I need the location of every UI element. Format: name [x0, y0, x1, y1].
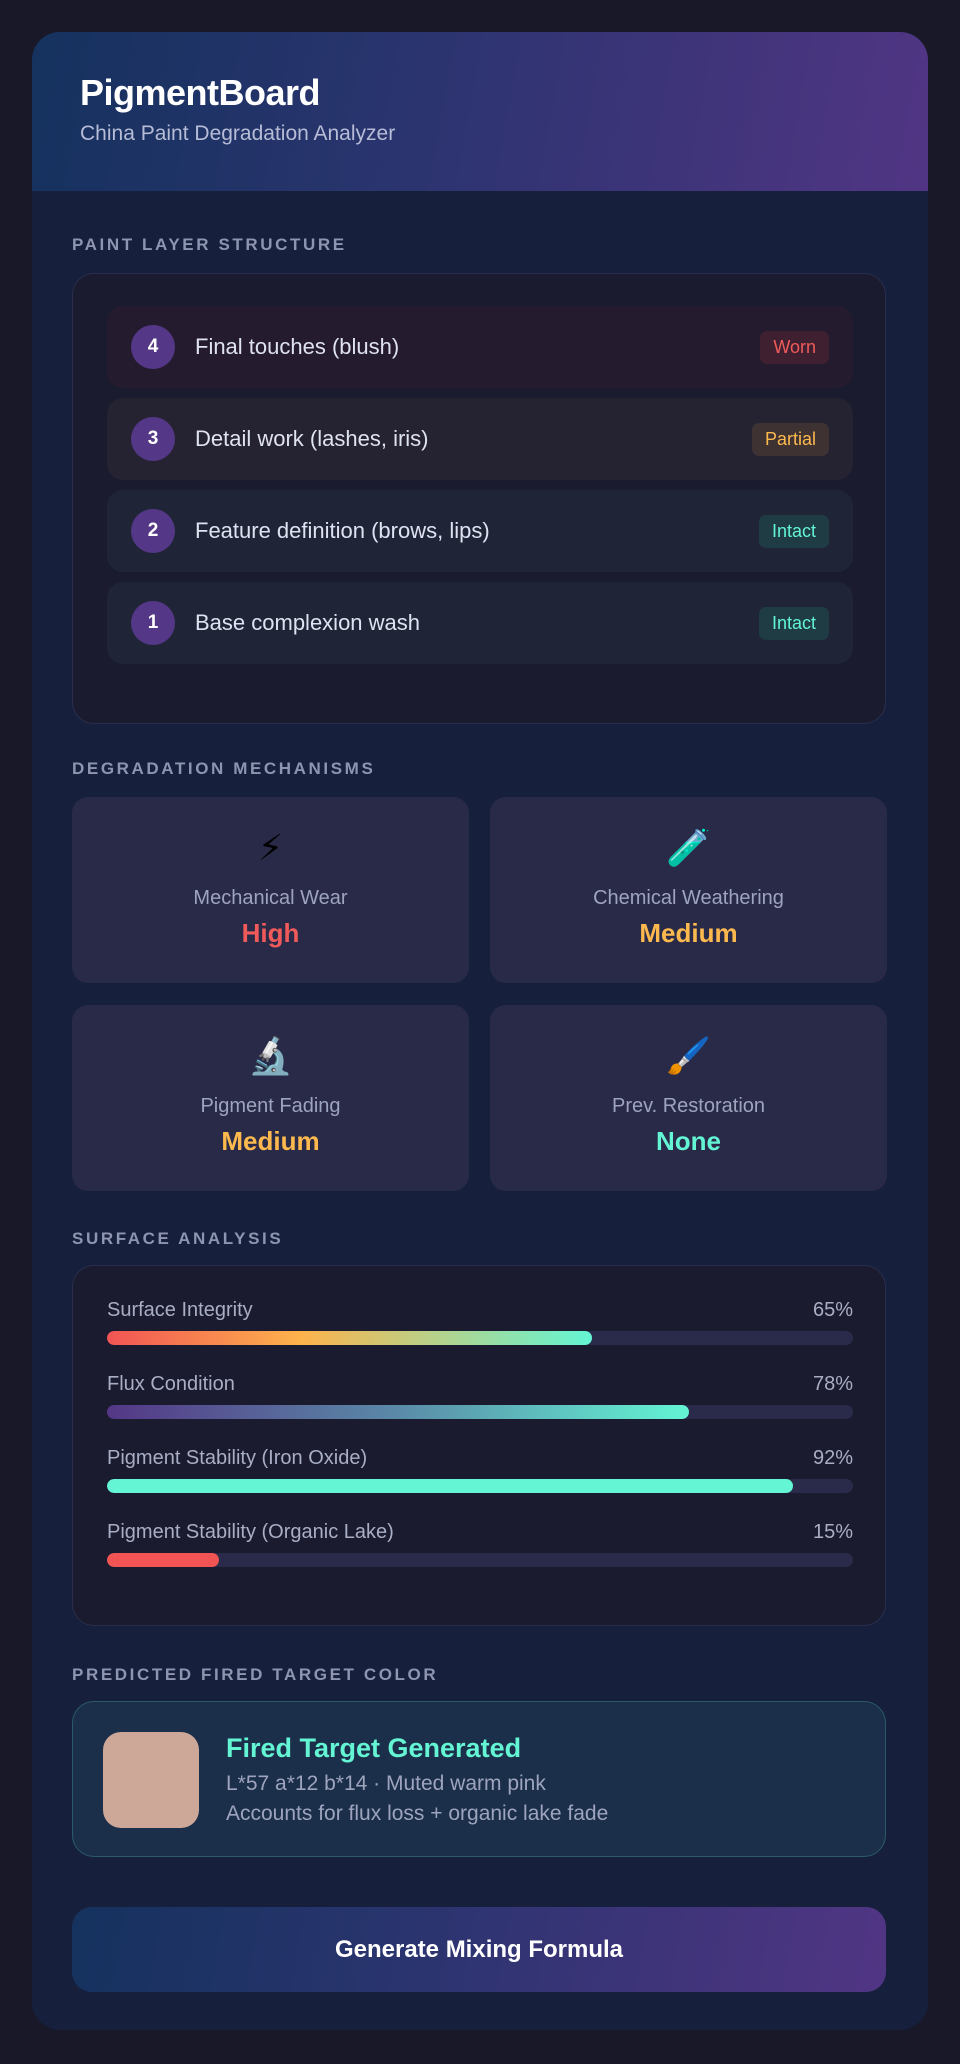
section-label-mechanisms: DEGRADATION MECHANISMS: [72, 759, 376, 778]
mechanism-severity: Medium: [221, 1126, 320, 1156]
mechanism-card: ⚡ Mechanical Wear High: [72, 797, 469, 983]
layer-label: Base complexion wash: [195, 610, 421, 635]
metric-label: Flux Condition: [107, 1373, 235, 1395]
progress-fill: [107, 1479, 794, 1493]
metric-value: 65%: [812, 1299, 853, 1321]
generate-mixing-formula-button[interactable]: Generate Mixing Formula: [72, 1907, 886, 1992]
mechanism-severity: High: [241, 918, 300, 948]
progress-track: [107, 1405, 853, 1419]
progress-fill: [107, 1405, 689, 1419]
status-badge: Intact: [758, 514, 829, 548]
layer-number: 2: [131, 509, 175, 553]
app-subtitle: China Paint Degradation Analyzer: [80, 122, 396, 145]
mechanism-card: 🧪 Chemical Weathering Medium: [490, 797, 887, 983]
metric-label: Surface Integrity: [107, 1299, 253, 1321]
layer-label: Detail work (lashes, iris): [195, 426, 429, 451]
layer-row: 3 Detail work (lashes, iris) Partial: [107, 398, 853, 480]
mechanism-label: Mechanical Wear: [193, 887, 348, 909]
mechanism-label: Pigment Fading: [200, 1095, 341, 1117]
layer-number: 3: [131, 417, 175, 461]
paintbrush-icon: 🖌️: [666, 1035, 711, 1076]
mechanism-card: 🖌️ Prev. Restoration None: [490, 1005, 887, 1191]
mechanism-severity: None: [656, 1126, 721, 1156]
layer-structure-panel: 4 Final touches (blush) Worn 3 Detail wo…: [72, 273, 886, 724]
target-color-panel: Fired Target Generated L*57 a*12 b*14 · …: [72, 1701, 886, 1857]
layer-row: 1 Base complexion wash Intact: [107, 582, 853, 664]
section-label-layers: PAINT LAYER STRUCTURE: [72, 235, 347, 254]
status-badge: Worn: [760, 330, 829, 364]
metric-value: 92%: [812, 1447, 853, 1469]
lightning-icon: ⚡: [257, 827, 284, 868]
progress-fill: [107, 1331, 592, 1345]
layer-label: Final touches (blush): [195, 334, 400, 359]
metric-bar: Pigment Stability (Organic Lake) 15%: [107, 1521, 853, 1567]
target-note: Accounts for flux loss + organic lake fa…: [226, 1802, 609, 1825]
layer-number: 4: [131, 325, 175, 369]
layer-row: 2 Feature definition (brows, lips) Intac…: [107, 490, 853, 572]
mechanism-card: 🔬 Pigment Fading Medium: [72, 1005, 469, 1191]
metric-bar: Pigment Stability (Iron Oxide) 92%: [107, 1447, 853, 1493]
app-title: PigmentBoard: [80, 72, 321, 113]
metric-label: Pigment Stability (Iron Oxide): [107, 1447, 368, 1469]
progress-fill: [107, 1553, 219, 1567]
progress-track: [107, 1331, 853, 1345]
test-tube-icon: 🧪: [666, 827, 711, 868]
target-lab-values: L*57 a*12 b*14 · Muted warm pink: [226, 1772, 546, 1795]
layer-row: 4 Final touches (blush) Worn: [107, 306, 853, 388]
section-label-target: PREDICTED FIRED TARGET COLOR: [72, 1665, 439, 1684]
metric-bar: Flux Condition 78%: [107, 1373, 853, 1419]
surface-analysis-panel: Surface Integrity 65% Flux Condition 78% P…: [72, 1265, 886, 1626]
layer-label: Feature definition (brows, lips): [195, 518, 490, 543]
app-card: PigmentBoard China Paint Degradation Ana…: [32, 32, 928, 2030]
layer-number: 1: [131, 601, 175, 645]
metric-value: 15%: [812, 1521, 853, 1543]
progress-track: [107, 1553, 853, 1567]
progress-track: [107, 1479, 853, 1493]
status-badge: Partial: [751, 422, 829, 456]
section-label-surface: SURFACE ANALYSIS: [72, 1229, 284, 1248]
metric-bar: Surface Integrity 65%: [107, 1299, 853, 1345]
metric-value: 78%: [812, 1373, 853, 1395]
metric-label: Pigment Stability (Organic Lake): [107, 1521, 394, 1543]
target-title: Fired Target Generated: [226, 1733, 522, 1763]
status-badge: Intact: [758, 606, 829, 640]
header: PigmentBoard China Paint Degradation Ana…: [32, 32, 928, 191]
mechanism-label: Prev. Restoration: [611, 1095, 766, 1117]
microscope-icon: 🔬: [248, 1035, 293, 1076]
mechanism-severity: Medium: [639, 918, 738, 948]
mechanism-label: Chemical Weathering: [593, 887, 784, 909]
color-swatch: [103, 1732, 199, 1828]
